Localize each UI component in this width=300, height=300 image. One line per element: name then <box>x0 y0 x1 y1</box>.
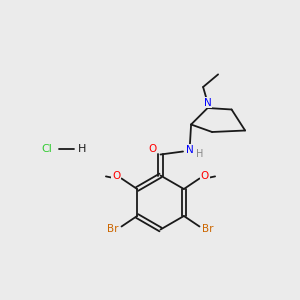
Text: H: H <box>78 143 87 154</box>
Text: O: O <box>201 171 209 182</box>
Text: Br: Br <box>202 224 214 235</box>
Text: O: O <box>112 171 120 182</box>
Text: N: N <box>204 98 212 108</box>
Text: Br: Br <box>107 224 119 235</box>
Text: H: H <box>196 149 203 159</box>
Text: O: O <box>148 144 156 154</box>
Text: Cl: Cl <box>41 143 52 154</box>
Text: N: N <box>186 145 194 155</box>
